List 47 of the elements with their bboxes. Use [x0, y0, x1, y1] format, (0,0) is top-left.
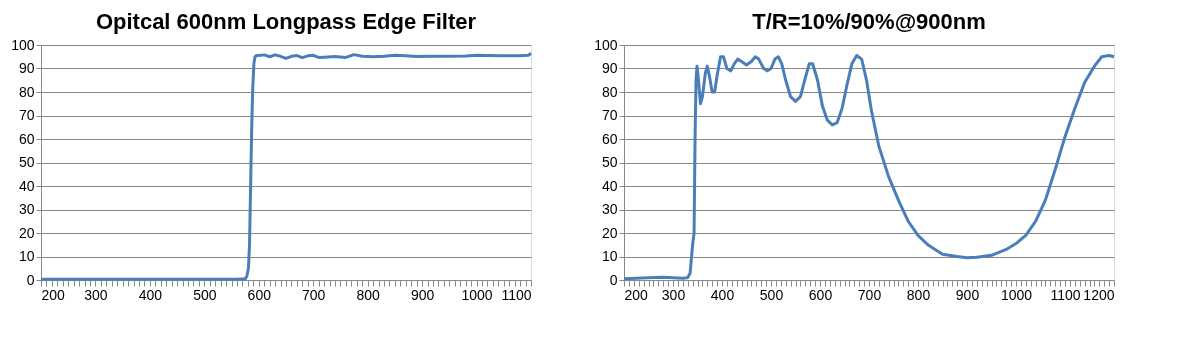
line-series	[39, 51, 533, 281]
y-tick-label: 30	[18, 201, 35, 217]
x-tick-label: 800	[356, 286, 381, 303]
y-tick-label: 0	[609, 271, 618, 288]
x-tick-label: 200	[41, 286, 66, 303]
x-tick-label: 400	[710, 286, 735, 303]
x-tick-label: 300	[661, 286, 686, 303]
x-tick-label: 1200	[1083, 286, 1115, 303]
y-tick-label: 40	[601, 177, 618, 194]
x-tick-label: 300	[84, 286, 108, 303]
y-tick-label: 40	[18, 177, 35, 194]
y-tick-label: 30	[601, 201, 618, 217]
y-tick-label: 10	[601, 248, 618, 264]
x-tick-label: 600	[808, 286, 833, 303]
x-tick-label: 200	[624, 286, 649, 303]
x-tick-label: 700	[302, 286, 326, 303]
x-tick-label: 400	[138, 286, 163, 303]
y-tick-label: 20	[18, 224, 35, 241]
x-tick-label: 800	[906, 286, 931, 303]
y-tick-label: 10	[18, 248, 35, 264]
y-tick-label: 100	[594, 36, 618, 53]
y-tick-label: 20	[601, 224, 618, 241]
x-tick-label: 1000	[1000, 286, 1033, 303]
y-tick-label: 90	[601, 60, 618, 76]
chart-title: T/R=10%/90%@900nm	[752, 9, 986, 34]
x-tick-label: 600	[247, 286, 272, 303]
x-tick-label: 1100	[501, 286, 532, 303]
x-tick-label: 1100	[1050, 286, 1081, 303]
line-series	[622, 54, 1116, 281]
y-tick-label: 60	[601, 130, 618, 147]
y-tick-label: 90	[18, 60, 35, 76]
y-tick-label: 50	[601, 154, 618, 170]
x-tick-label: 500	[759, 286, 784, 303]
chart-title: Opitcal 600nm Longpass Edge Filter	[95, 9, 477, 34]
y-tick-label: 70	[18, 107, 35, 123]
x-tick-label: 700	[857, 286, 882, 303]
y-tick-label: 80	[601, 83, 618, 100]
y-tick-label: 50	[18, 154, 35, 170]
y-tick-label: 60	[18, 130, 35, 147]
x-tick-label: 900	[955, 286, 980, 303]
y-tick-label: 0	[26, 271, 35, 288]
y-tick-label: 100	[11, 36, 35, 53]
y-tick-label: 70	[601, 107, 618, 123]
y-tick-label: 80	[18, 83, 35, 100]
x-tick-label: 900	[410, 286, 435, 303]
x-tick-label: 1000	[461, 286, 493, 303]
x-tick-label: 500	[193, 286, 217, 303]
